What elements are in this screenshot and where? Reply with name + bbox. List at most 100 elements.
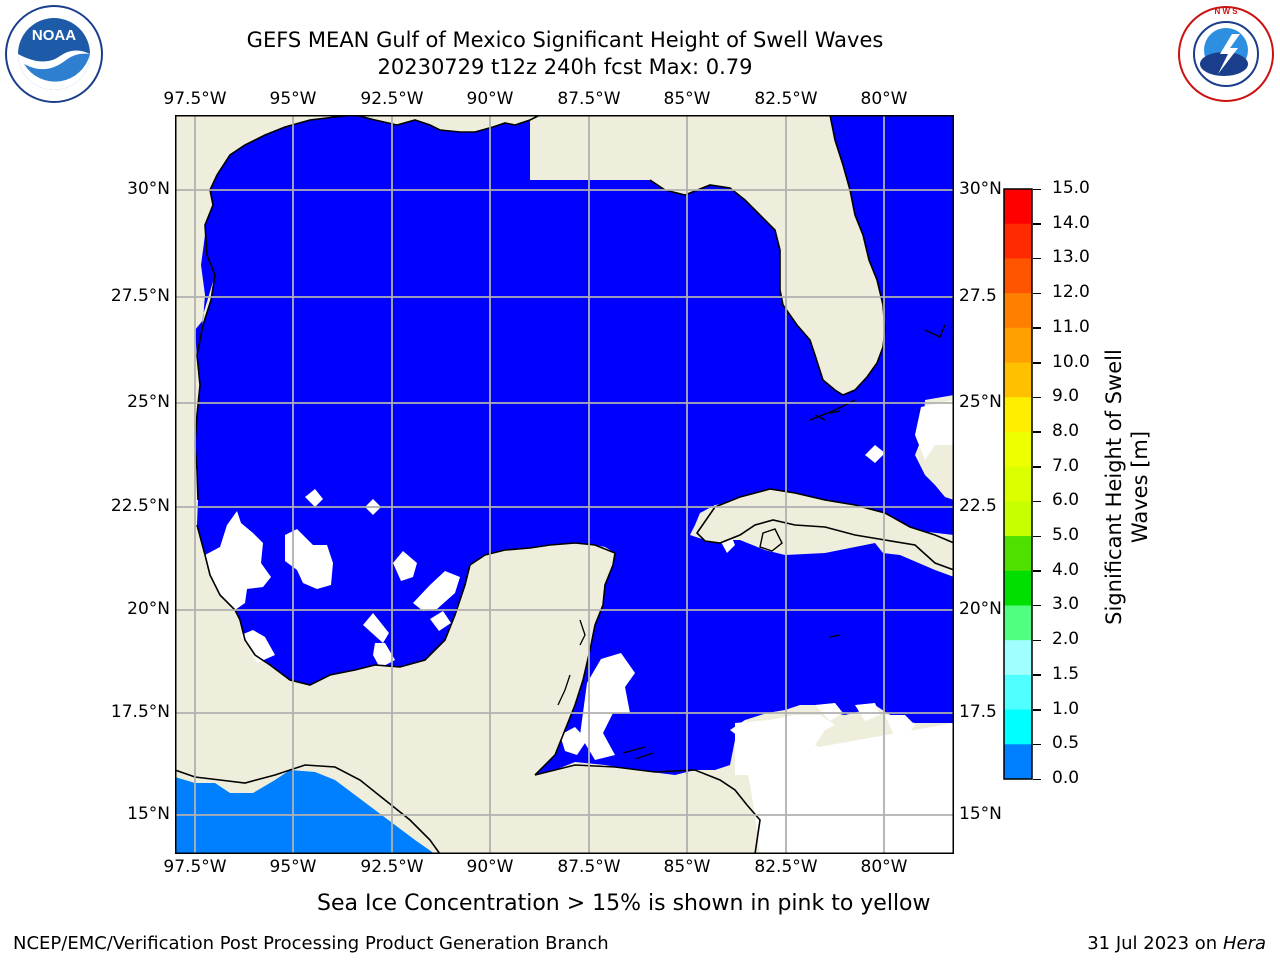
colorbar-tick-mark <box>1033 188 1041 190</box>
colorbar-tick-mark <box>1033 570 1041 572</box>
map-title: GEFS MEAN Gulf of Mexico Significant Hei… <box>246 28 884 52</box>
colorbar-tick-mark <box>1033 292 1041 295</box>
lon-label-top: 95°W <box>269 89 317 109</box>
colorbar-tick-label: 10.0 <box>1052 351 1090 372</box>
colorbar-segment <box>1004 674 1032 711</box>
lon-label-top: 80°W <box>860 89 908 109</box>
map-subtitle: 20230729 t12z 240h fcst Max: 0.79 <box>377 55 753 79</box>
colorbar-tick-label: 1.5 <box>1052 663 1080 684</box>
lat-label-right: 22.5 <box>959 496 997 516</box>
lon-label-top: 85°W <box>663 89 711 109</box>
lat-label-left: 27.5°N <box>110 286 170 306</box>
colorbar-tick-mark <box>1033 327 1041 329</box>
colorbar-segment <box>1004 397 1032 433</box>
colorbar-segment <box>1004 744 1032 780</box>
colorbar-segment <box>1004 501 1032 537</box>
colorbar-segment <box>1004 258 1032 294</box>
colorbar-segment <box>1004 570 1032 606</box>
lon-label-bottom: 92.5°W <box>360 857 424 877</box>
cuba <box>695 488 954 571</box>
colorbar-tick-mark <box>1033 431 1041 433</box>
lat-label-left: 22.5°N <box>110 496 170 516</box>
lon-label-bottom: 80°W <box>860 857 908 877</box>
map-panel <box>175 115 954 854</box>
coastline <box>194 115 553 501</box>
lon-label-bottom: 97.5°W <box>163 857 227 877</box>
colorbar-tick-mark <box>1033 257 1041 260</box>
colorbar-tick-label: 5.0 <box>1052 525 1080 546</box>
lon-label-top: 97.5°W <box>163 89 227 109</box>
colorbar-tick-mark <box>1033 778 1041 780</box>
lon-label-top: 82.5°W <box>754 89 818 109</box>
lon-label-top: 87.5°W <box>557 89 621 109</box>
colorbar-tick-label: 11.0 <box>1052 316 1090 337</box>
noaa-logo: NOAA <box>4 4 104 104</box>
lon-label-bottom: 90°W <box>466 857 514 877</box>
colorbar-tick-mark <box>1033 500 1041 503</box>
colorbar <box>1003 188 1033 780</box>
colorbar-title-line: Waves [m] <box>1128 430 1152 544</box>
lon-label-top: 90°W <box>466 89 514 109</box>
colorbar-tick-label: 15.0 <box>1052 178 1090 198</box>
colorbar-tick-mark <box>1033 674 1041 676</box>
colorbar-frame <box>1003 188 1033 780</box>
colorbar-tick-label: 9.0 <box>1052 386 1080 407</box>
lat-label-right: 20°N <box>959 599 1002 619</box>
nodata-patches <box>205 400 954 854</box>
nws-logo: N W S <box>1176 4 1276 104</box>
footer-date: 31 Jul 2023 on Hera <box>1087 933 1266 954</box>
colorbar-tick-mark <box>1033 743 1041 746</box>
colorbar-segment <box>1004 362 1032 398</box>
colorbar-segment <box>1004 709 1032 745</box>
footer-host: Hera <box>1222 933 1266 954</box>
colorbar-segment <box>1004 466 1032 502</box>
sea-ice-note: Sea Ice Concentration > 15% is shown in … <box>317 891 931 916</box>
lat-label-left: 25°N <box>127 392 170 412</box>
lat-label-right: 15°N <box>959 804 1002 824</box>
colorbar-tick-label: 1.0 <box>1052 698 1080 719</box>
colorbar-segment <box>1004 640 1032 676</box>
colorbar-tick-label: 14.0 <box>1052 212 1090 233</box>
colorbar-tick-mark <box>1033 466 1041 468</box>
colorbar-tick-mark <box>1033 535 1041 538</box>
lon-label-bottom: 85°W <box>663 857 711 877</box>
colorbar-tick-label: 3.0 <box>1052 594 1080 615</box>
colorbar-tick-label: 7.0 <box>1052 455 1080 476</box>
colorbar-tick-mark <box>1033 639 1041 642</box>
colorbar-tick-mark <box>1033 709 1041 711</box>
lon-label-bottom: 82.5°W <box>754 857 818 877</box>
colorbar-tick-label: 4.0 <box>1052 559 1080 580</box>
graticule <box>175 115 954 854</box>
colorbar-segment <box>1004 536 1032 572</box>
lat-label-left: 17.5°N <box>110 702 170 722</box>
pacific-ocean-swell <box>175 770 435 854</box>
footer-date-text: 31 Jul 2023 on <box>1087 933 1223 954</box>
lat-label-right: 17.5 <box>959 702 997 722</box>
colorbar-tick-label: 8.0 <box>1052 420 1080 441</box>
colorbar-title-line: Significant Height of Swell <box>1102 349 1126 625</box>
lon-label-top: 92.5°W <box>360 89 424 109</box>
svg-text:NOAA: NOAA <box>32 27 76 44</box>
colorbar-title: Significant Height of Swell Waves [m] <box>1101 337 1157 637</box>
colorbar-segment <box>1004 293 1032 329</box>
colorbar-tick-label: 0.0 <box>1052 768 1080 788</box>
svg-text:N W S: N W S <box>1214 7 1238 16</box>
lon-label-bottom: 95°W <box>269 857 317 877</box>
colorbar-segment <box>1004 223 1032 259</box>
lat-label-left: 20°N <box>127 599 170 619</box>
colorbar-tick-mark <box>1033 604 1041 607</box>
colorbar-title-text: Significant Height of Swell Waves [m] <box>1101 337 1153 637</box>
lat-label-right: 25°N <box>959 392 1002 412</box>
colorbar-tick-label: 12.0 <box>1052 282 1090 303</box>
colorbar-segment <box>1004 431 1032 468</box>
colorbar-tick-label: 2.0 <box>1052 629 1080 650</box>
colorbar-segment <box>1004 605 1032 641</box>
map-frame <box>175 115 954 854</box>
colorbar-tick-label: 0.5 <box>1052 733 1080 754</box>
lat-label-left: 15°N <box>127 804 170 824</box>
colorbar-tick-mark <box>1033 223 1041 225</box>
lat-label-right: 30°N <box>959 179 1002 199</box>
colorbar-tick-label: 13.0 <box>1052 247 1090 268</box>
lat-label-right: 27.5 <box>959 286 997 306</box>
lat-label-left: 30°N <box>127 179 170 199</box>
